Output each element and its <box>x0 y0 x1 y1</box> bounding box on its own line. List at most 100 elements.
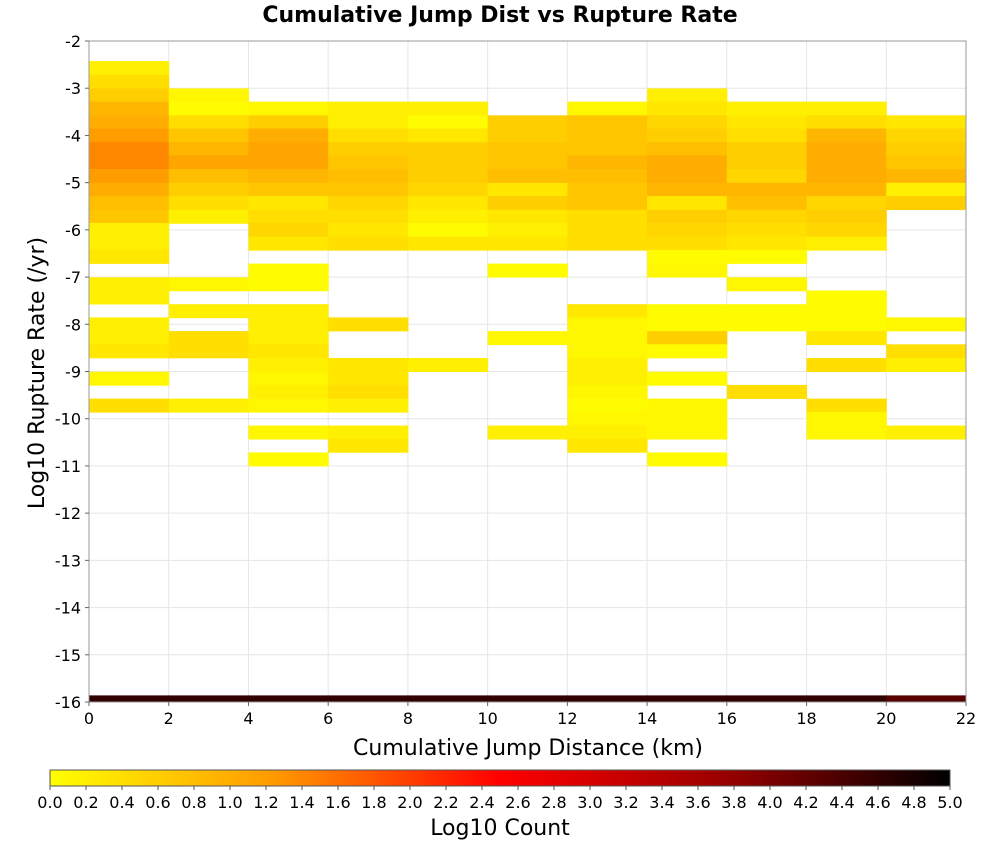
heatmap-cell <box>168 88 249 103</box>
heatmap-cell <box>168 331 249 346</box>
heatmap-cell <box>886 128 967 143</box>
y-tick-label: -15 <box>55 646 81 665</box>
heatmap-cell <box>248 371 329 386</box>
heatmap-cell <box>487 182 568 197</box>
heatmap-cell <box>487 263 568 278</box>
heatmap-cell <box>806 128 887 143</box>
heatmap-cell <box>248 277 329 292</box>
colorbar-tick-label: 4.8 <box>901 793 926 812</box>
heatmap-cell <box>806 155 887 170</box>
heatmap-cell <box>726 317 808 332</box>
heatmap-cell <box>487 155 568 170</box>
heatmap-cell <box>886 425 967 440</box>
heatmap-cell-bottom <box>248 695 329 702</box>
heatmap-cell <box>407 142 489 157</box>
x-axis-label: Cumulative Jump Distance (km) <box>353 736 703 761</box>
heatmap-cells <box>89 61 967 702</box>
heatmap-cell <box>647 304 728 319</box>
y-axis-label: Log10 Rupture Rate (/yr) <box>25 237 50 509</box>
heatmap-cell <box>567 358 648 372</box>
heatmap-cell <box>407 236 489 251</box>
heatmap-cell <box>328 317 409 332</box>
heatmap-cell <box>806 331 887 346</box>
heatmap-cell <box>89 209 170 224</box>
heatmap-cell <box>567 155 648 170</box>
heatmap-cell <box>567 304 648 319</box>
heatmap-cell <box>567 115 648 130</box>
colorbar <box>49 769 951 787</box>
heatmap-cell <box>407 169 489 184</box>
x-axis-ticks: 0 2 4 6 8 10 12 14 16 18 20 22 <box>84 702 976 728</box>
heatmap-cell <box>89 61 170 76</box>
heatmap-cell <box>886 182 967 197</box>
heatmap-cell <box>806 101 887 116</box>
heatmap-cell <box>567 169 648 184</box>
heatmap-cell <box>647 249 728 264</box>
heatmap-cell <box>89 222 170 237</box>
heatmap-cell <box>248 263 329 278</box>
heatmap-cell-bottom <box>806 695 887 702</box>
heatmap-cell <box>567 236 648 251</box>
heatmap-cell <box>567 222 648 237</box>
heatmap-cell <box>886 344 967 359</box>
heatmap-cell <box>726 304 808 319</box>
colorbar-tick-label: 1.8 <box>361 793 386 812</box>
heatmap-cell <box>407 196 489 211</box>
heatmap-cell <box>647 398 728 413</box>
heatmap-cell <box>567 209 648 224</box>
colorbar-tick-label: 4.0 <box>757 793 782 812</box>
colorbar-tick-label: 1.4 <box>289 793 314 812</box>
heatmap-cell <box>248 425 329 440</box>
heatmap-cell <box>487 115 568 130</box>
heatmap-cell <box>248 304 329 319</box>
heatmap-cell <box>726 277 808 292</box>
heatmap-cell <box>89 115 170 130</box>
heatmap-cell <box>647 236 728 251</box>
heatmap-cell <box>647 331 728 346</box>
heatmap-cell <box>567 398 648 413</box>
heatmap-cell <box>248 169 329 184</box>
heatmap-cell <box>407 182 489 197</box>
heatmap-cell <box>567 142 648 157</box>
x-tick-label: 0 <box>84 709 94 728</box>
heatmap-cell <box>726 196 808 211</box>
colorbar-ticks: 0.0 0.2 0.4 0.6 0.8 1.0 1.2 1.4 1.6 1.8 2.0 2.2 2.4 2… <box>37 786 963 812</box>
heatmap-cell <box>248 344 329 359</box>
heatmap-cell <box>487 425 568 440</box>
heatmap-cell <box>89 398 170 413</box>
heatmap-cell <box>248 398 329 413</box>
x-tick-label: 10 <box>477 709 497 728</box>
heatmap-cell <box>89 155 170 170</box>
colorbar-tick-label: 3.4 <box>649 793 674 812</box>
heatmap-cell <box>806 142 887 157</box>
x-tick-label: 4 <box>243 709 253 728</box>
chart-title: Cumulative Jump Dist vs Rupture Rate <box>262 3 737 28</box>
y-axis-ticks: -2 -3 -4 -5 -6 -7 -8 -9 -10 -11 -12 -13 -14 -15 -16 <box>55 32 89 712</box>
colorbar-tick-label: 0.4 <box>109 793 134 812</box>
heatmap-cell <box>168 128 249 143</box>
heatmap-cell <box>726 169 808 184</box>
heatmap-cell <box>726 101 808 116</box>
heatmap-cell-bottom <box>726 695 808 702</box>
heatmap-cell <box>567 331 648 346</box>
heatmap-cell <box>89 277 170 292</box>
heatmap-cell <box>726 384 808 399</box>
heatmap-cell <box>567 438 648 453</box>
y-tick-label: -9 <box>65 363 81 382</box>
x-tick-label: 12 <box>557 709 577 728</box>
heatmap-cell <box>567 196 648 211</box>
heatmap-cell <box>886 115 967 130</box>
heatmap-cell <box>726 155 808 170</box>
heatmap-cell <box>726 249 808 264</box>
heatmap-cell <box>487 196 568 211</box>
heatmap-cell <box>726 222 808 237</box>
heatmap-cell <box>647 142 728 157</box>
colorbar-tick-label: 1.6 <box>325 793 350 812</box>
heatmap-cell <box>806 290 887 305</box>
heatmap-cell <box>806 182 887 197</box>
colorbar-tick-label: 3.0 <box>577 793 602 812</box>
heatmap-cell <box>328 236 409 251</box>
colorbar-tick-label: 2.0 <box>397 793 422 812</box>
heatmap-cell <box>328 371 409 386</box>
heatmap-cell <box>328 169 409 184</box>
